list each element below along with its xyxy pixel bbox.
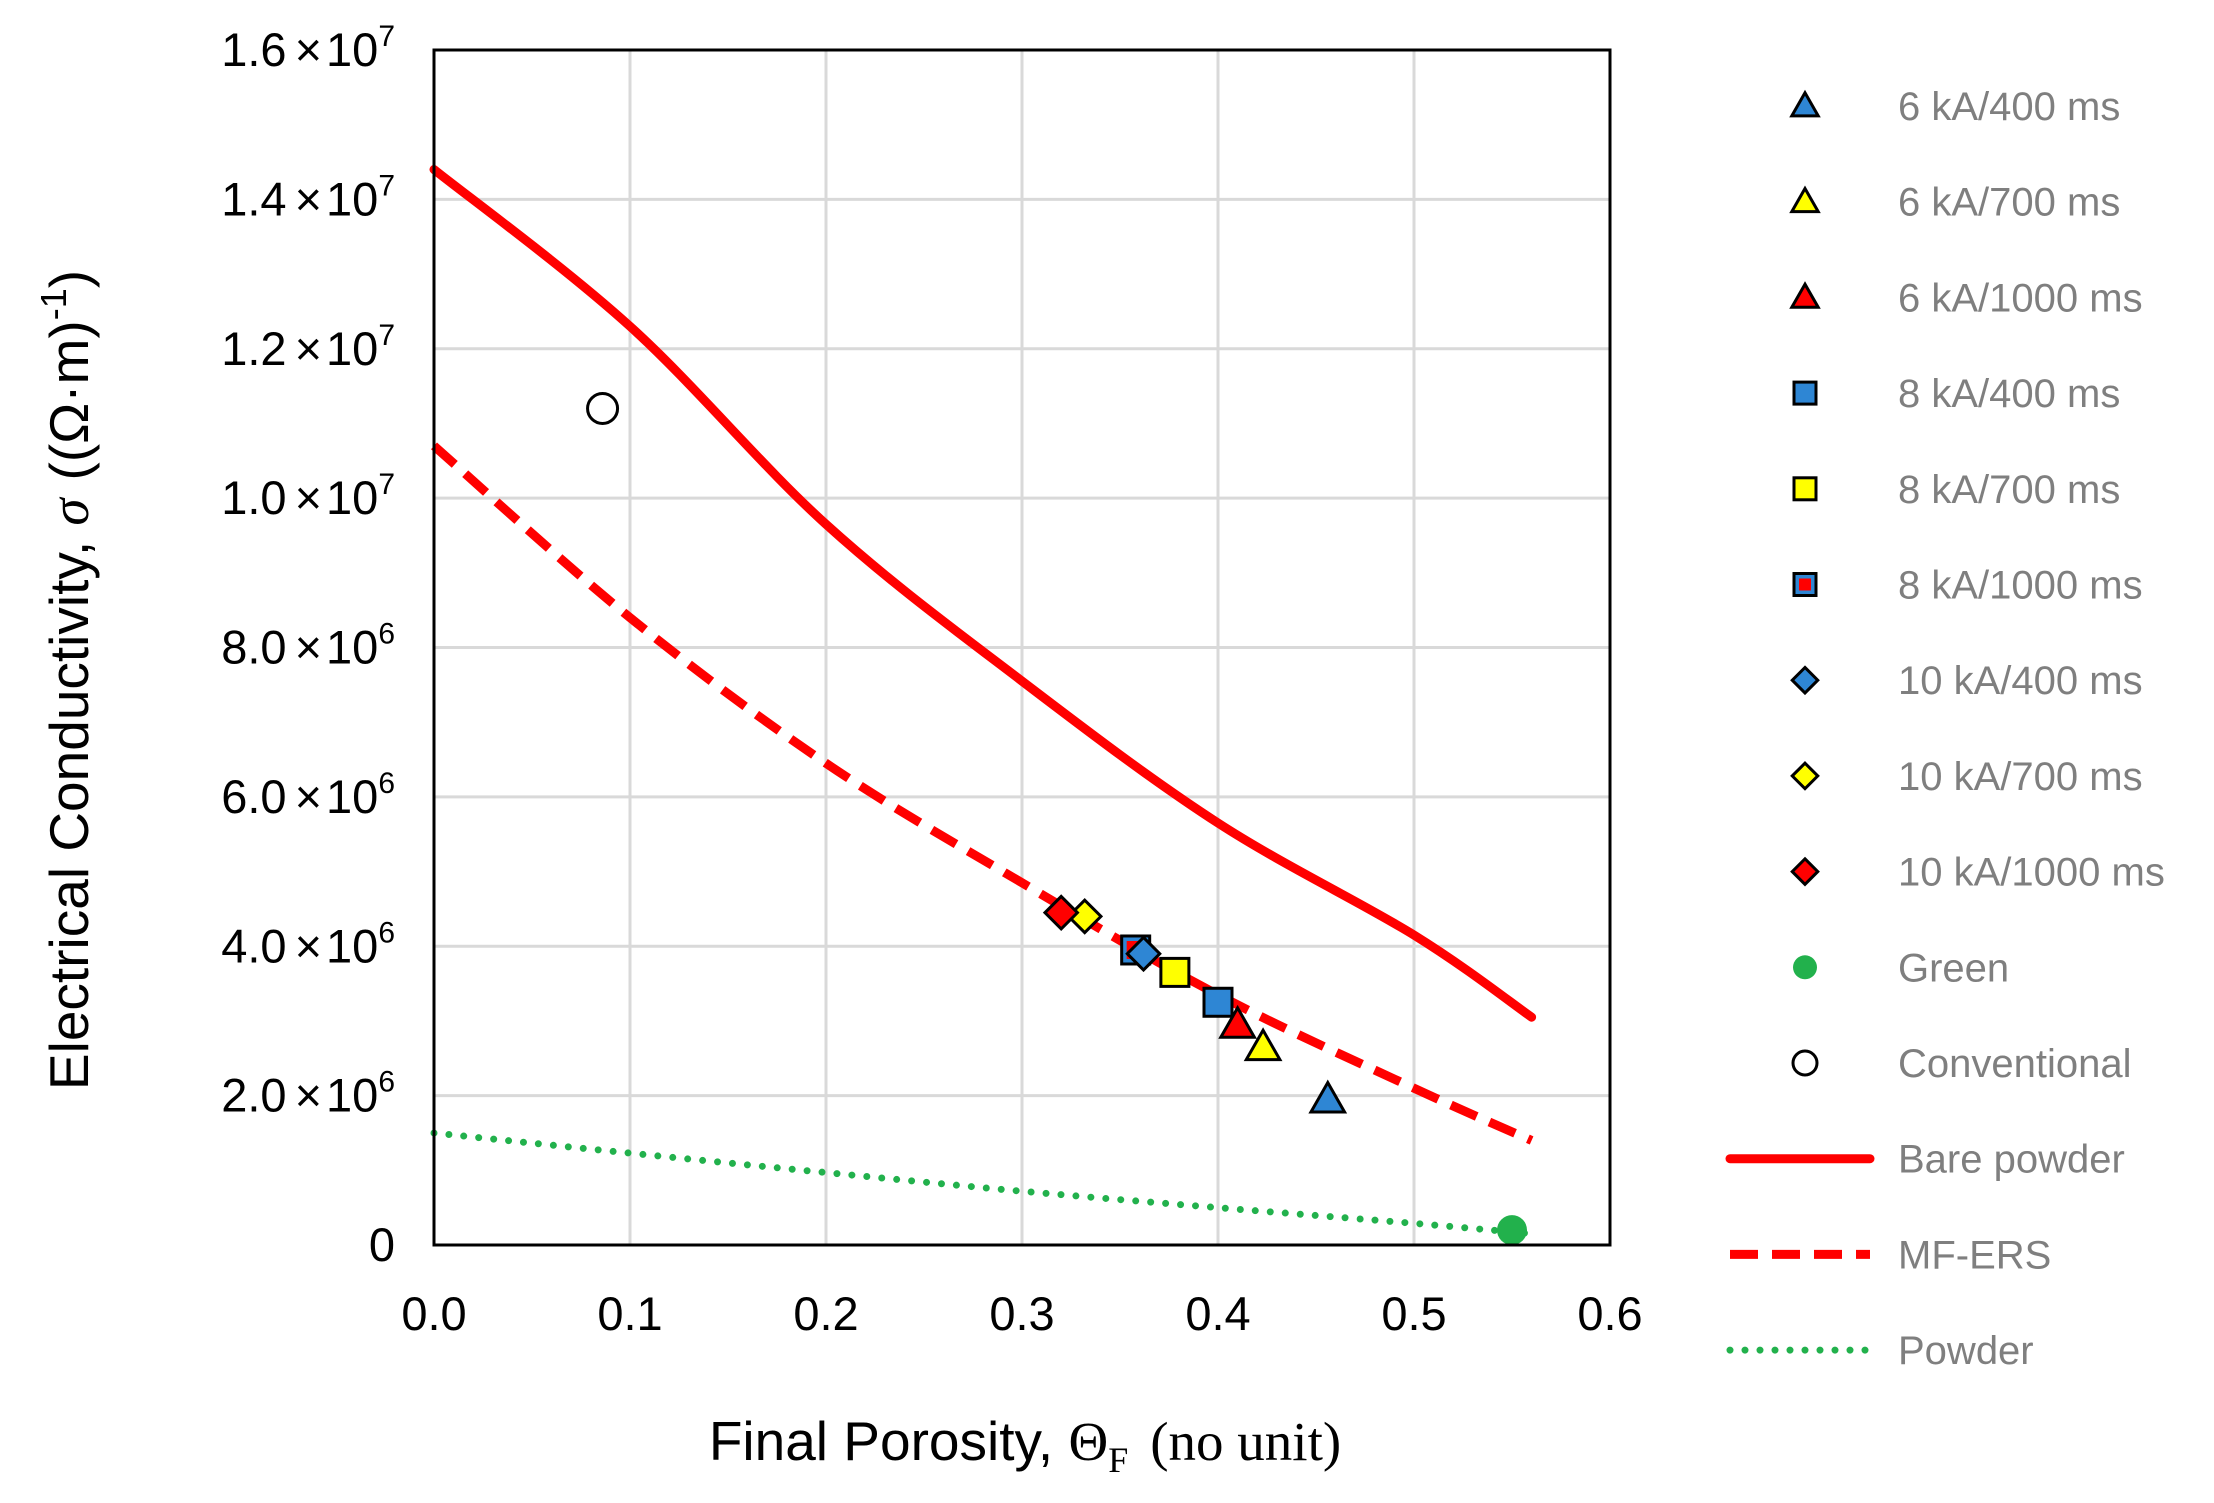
x-tick-label: 0.6	[1577, 1287, 1642, 1340]
y-tick-label: 1.4 ×107	[221, 169, 395, 225]
legend-item-8-ka-1000-ms: 8 kA/1000 ms	[1792, 564, 2143, 608]
legend-swatch-10-ka-1000-ms	[1790, 856, 1820, 887]
legend-label-bare-powder: Bare powder	[1898, 1138, 2125, 1182]
plot-frame	[432, 48, 1612, 1247]
legend-item-mf-ers: MF-ERS	[1730, 1233, 2051, 1277]
y-tick-label: 6.0 ×106	[221, 767, 395, 823]
legend-label-6-ka-700-ms: 6 kA/700 ms	[1898, 181, 2120, 225]
data-point-green	[1497, 1215, 1527, 1246]
legend-label-10-ka-1000-ms: 10 kA/1000 ms	[1898, 851, 2165, 895]
legend-swatch-6-ka-1000-ms	[1789, 281, 1821, 309]
legend-swatch-10-ka-700-ms	[1790, 761, 1820, 791]
legend-label-6-ka-1000-ms: 6 kA/1000 ms	[1898, 276, 2143, 320]
legend-item-conventional: Conventional	[1791, 1042, 2132, 1086]
y-tick-label: 1.6 ×107	[221, 20, 395, 76]
legend-label-conventional: Conventional	[1898, 1042, 2132, 1086]
x-tick-label: 0.4	[1185, 1287, 1250, 1340]
y-tick-labels: 0 2.0 ×106 4.0 ×106 6.0 ×106 8.0 ×106 1.0 ×107 1.2 ×…	[221, 20, 395, 1271]
series-markers	[586, 392, 1527, 1246]
legend-swatch-6-ka-400-ms	[1789, 89, 1821, 118]
y-tick-label: 1.2 ×107	[221, 319, 395, 375]
legend-label-powder: Powder	[1898, 1329, 2034, 1373]
y-tick-label: 1.0 ×107	[221, 468, 395, 524]
legend-item-8-ka-700-ms: 8 kA/700 ms	[1792, 468, 2120, 512]
grid	[432, 48, 1612, 1247]
x-tick-label: 0.3	[989, 1287, 1054, 1340]
legend-item-6-ka-400-ms: 6 kA/400 ms	[1789, 85, 2120, 129]
y-tick-label: 2.0 ×106	[221, 1066, 395, 1122]
data-point-6-ka-700-ms	[1243, 1027, 1283, 1062]
legend-label-mf-ers: MF-ERS	[1898, 1233, 2051, 1277]
legend-label-10-ka-700-ms: 10 kA/700 ms	[1898, 755, 2143, 799]
series-line-powder	[430, 1129, 1536, 1238]
y-tick-label: 4.0 ×106	[221, 916, 395, 972]
data-point-10-ka-1000-ms	[1042, 894, 1080, 932]
legend-swatch-8-ka-700-ms	[1792, 476, 1818, 502]
legend-label-8-ka-700-ms: 8 kA/700 ms	[1898, 468, 2120, 512]
data-point-8-ka-700-ms	[1159, 956, 1191, 988]
data-point-8-ka-400-ms	[1202, 986, 1234, 1018]
legend-item-8-ka-400-ms: 8 kA/400 ms	[1792, 372, 2120, 416]
legend-swatch-6-ka-700-ms	[1789, 185, 1821, 214]
x-tick-label: 0.0	[401, 1287, 466, 1340]
legend-swatch-8-ka-1000-ms-inner	[1799, 578, 1811, 591]
data-point-6-ka-1000-ms	[1218, 1004, 1257, 1039]
legend-item-10-ka-1000-ms: 10 kA/1000 ms	[1790, 851, 2165, 895]
legend-item-10-ka-700-ms: 10 kA/700 ms	[1790, 755, 2143, 799]
y-axis-title: Electrical Conductivity, σ((Ω·m)-1)	[33, 270, 100, 1090]
x-tick-label: 0.5	[1381, 1287, 1446, 1340]
legend-swatch-10-ka-400-ms	[1790, 665, 1820, 696]
legend-swatch-green	[1793, 955, 1817, 980]
legend-item-green: Green	[1793, 946, 2009, 990]
legend-label-6-ka-400-ms: 6 kA/400 ms	[1898, 85, 2120, 129]
legend-label-10-ka-400-ms: 10 kA/400 ms	[1898, 659, 2143, 703]
x-tick-labels: 0.0 0.1 0.2 0.3 0.4 0.5 0.6	[401, 1287, 1642, 1340]
legend-item-6-ka-700-ms: 6 kA/700 ms	[1789, 181, 2120, 225]
legend-item-10-ka-400-ms: 10 kA/400 ms	[1790, 659, 2143, 703]
x-tick-label: 0.1	[597, 1287, 662, 1340]
legend-item-6-ka-1000-ms: 6 kA/1000 ms	[1789, 276, 2143, 320]
legend-swatch-conventional	[1791, 1049, 1819, 1077]
legend-label-green: Green	[1898, 946, 2009, 990]
y-tick-label: 0	[369, 1218, 395, 1271]
legend-item-bare-powder: Bare powder	[1725, 1138, 2125, 1182]
data-point-6-ka-400-ms	[1308, 1079, 1348, 1114]
legend: 6 kA/400 ms 6 kA/700 ms 6 kA/1000 ms 8 kA/4…	[1725, 85, 2165, 1373]
series-lines	[429, 165, 1537, 1238]
x-axis-title: Final Porosity, ΘF (no unit)	[709, 1410, 1341, 1480]
series-line-mf-ers	[431, 442, 1534, 1145]
series-line-bare-powder	[429, 165, 1537, 1022]
legend-item-powder: Powder	[1726, 1329, 2034, 1373]
y-tick-label: 8.0 ×106	[221, 618, 395, 674]
x-tick-label: 0.2	[793, 1287, 858, 1340]
legend-label-8-ka-400-ms: 8 kA/400 ms	[1898, 372, 2120, 416]
legend-label-8-ka-1000-ms: 8 kA/1000 ms	[1898, 564, 2143, 608]
data-point-10-ka-400-ms	[1125, 935, 1162, 973]
legend-swatch-8-ka-400-ms	[1792, 380, 1818, 406]
data-point-conventional	[586, 392, 620, 425]
